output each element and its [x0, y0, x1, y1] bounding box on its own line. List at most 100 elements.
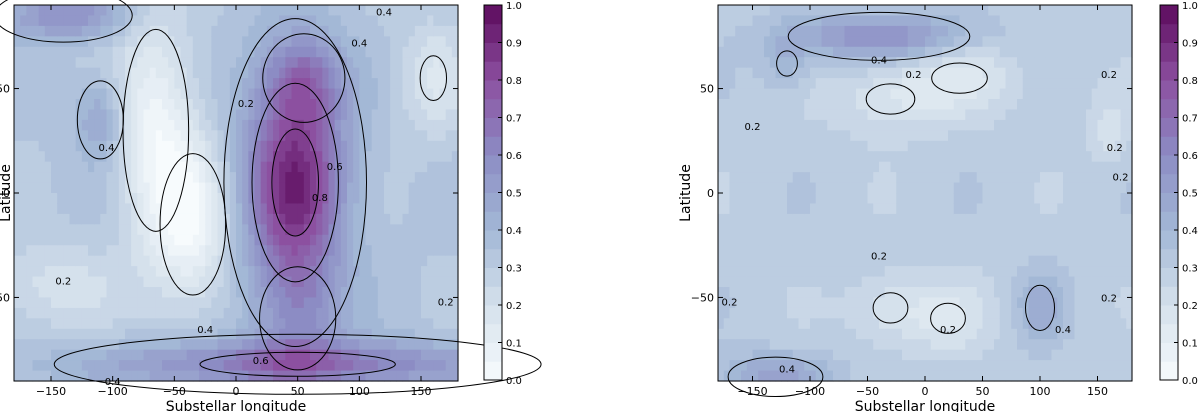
heatmap-cell [931, 256, 937, 267]
heatmap-cell [902, 214, 908, 225]
heatmap-cell [816, 183, 822, 194]
heatmap-cell [1017, 339, 1023, 350]
heatmap-cell [174, 162, 181, 173]
heatmap-cell [285, 172, 292, 183]
heatmap-cell [119, 15, 126, 26]
heatmap-cell [70, 141, 77, 152]
heatmap-cell [316, 245, 323, 256]
heatmap-cell [33, 109, 40, 120]
heatmap-cell [781, 172, 787, 183]
heatmap-cell [942, 109, 948, 120]
heatmap-cell [1034, 57, 1040, 68]
heatmap-cell [433, 130, 440, 141]
heatmap-cell [730, 57, 736, 68]
heatmap-cell [26, 193, 33, 204]
heatmap-cell [781, 203, 787, 214]
heatmap-cell [730, 99, 736, 110]
heatmap-cell [446, 287, 453, 298]
heatmap-cell [33, 308, 40, 319]
heatmap-cell [942, 360, 948, 371]
heatmap-cell [873, 26, 879, 37]
heatmap-cell [1075, 235, 1081, 246]
heatmap-cell [285, 5, 292, 16]
heatmap-cell [902, 183, 908, 194]
heatmap-cell [891, 266, 897, 277]
heatmap-cell [273, 57, 280, 68]
heatmap-cell [427, 297, 434, 308]
heatmap-cell [304, 151, 311, 162]
heatmap-cell [33, 151, 40, 162]
heatmap-cell [242, 193, 249, 204]
heatmap-cell [390, 57, 397, 68]
heatmap-cell [100, 277, 107, 288]
heatmap-cell [137, 120, 144, 131]
heatmap-cell [63, 15, 70, 26]
heatmap-cell [316, 287, 323, 298]
heatmap-cell [770, 371, 776, 382]
heatmap-cell [218, 350, 225, 361]
heatmap-cell [919, 151, 925, 162]
heatmap-cell [799, 151, 805, 162]
heatmap-cell [977, 360, 983, 371]
heatmap-cell [1069, 308, 1075, 319]
heatmap-cell [205, 26, 212, 37]
heatmap-cell [833, 89, 839, 100]
heatmap-cell [421, 5, 428, 16]
heatmap-cell [193, 360, 200, 371]
heatmap-cell [960, 26, 966, 37]
heatmap-cell [1063, 78, 1069, 89]
heatmap-cell [316, 5, 323, 16]
heatmap-cell [285, 214, 292, 225]
heatmap-cell [971, 172, 977, 183]
heatmap-cell [1006, 5, 1012, 16]
heatmap-cell [433, 235, 440, 246]
heatmap-cell [730, 266, 736, 277]
heatmap-cell [1034, 297, 1040, 308]
heatmap-cell [415, 151, 422, 162]
heatmap-cell [292, 57, 299, 68]
heatmap-cell [433, 224, 440, 235]
heatmap-cell [827, 297, 833, 308]
heatmap-cell [1069, 36, 1075, 47]
heatmap-cell [753, 162, 759, 173]
heatmap-cell [205, 371, 212, 382]
colorbar-band [484, 80, 502, 99]
heatmap-cell [150, 5, 157, 16]
heatmap-cell [26, 109, 33, 120]
heatmap-cell [446, 350, 453, 361]
heatmap-cell [267, 68, 274, 79]
heatmap-cell [850, 360, 856, 371]
heatmap-cell [322, 5, 329, 16]
heatmap-cell [440, 15, 447, 26]
heatmap-cell [827, 318, 833, 329]
heatmap-cell [931, 57, 937, 68]
heatmap-cell [1080, 329, 1086, 340]
heatmap-cell [88, 172, 95, 183]
heatmap-cell [45, 130, 52, 141]
heatmap-cell [261, 214, 268, 225]
heatmap-cell [310, 68, 317, 79]
heatmap-cell [446, 318, 453, 329]
heatmap-cell [804, 89, 810, 100]
heatmap-cell [896, 68, 902, 79]
heatmap-cell [833, 360, 839, 371]
heatmap-cell [193, 57, 200, 68]
heatmap-cell [787, 245, 793, 256]
heatmap-cell [162, 266, 169, 277]
contour-label: 0.2 [55, 277, 71, 288]
heatmap-cell [1057, 26, 1063, 37]
heatmap-cell [156, 109, 163, 120]
heatmap-cell [1029, 329, 1035, 340]
heatmap-cell [1029, 371, 1035, 382]
heatmap-cell [1034, 256, 1040, 267]
heatmap-cell [63, 245, 70, 256]
heatmap-cell [850, 130, 856, 141]
heatmap-cell [409, 266, 416, 277]
heatmap-cell [908, 120, 914, 131]
heatmap-cell [174, 266, 181, 277]
heatmap-cell [131, 162, 138, 173]
heatmap-cell [298, 339, 305, 350]
heatmap-cell [914, 172, 920, 183]
heatmap-cell [850, 151, 856, 162]
heatmap-cell [230, 203, 237, 214]
